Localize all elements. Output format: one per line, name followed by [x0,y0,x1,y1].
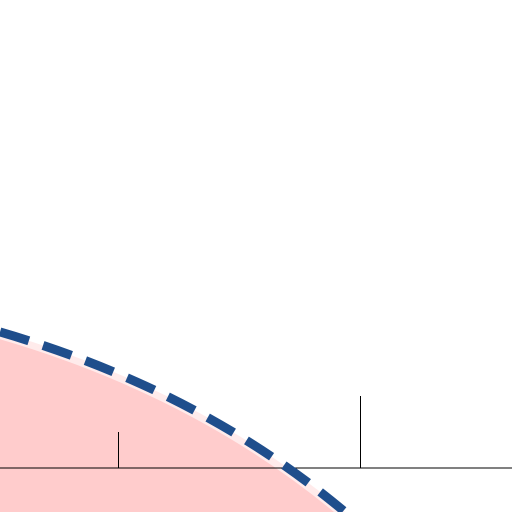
shaded-region [0,332,345,512]
dashed-boundary-curve [0,327,348,512]
